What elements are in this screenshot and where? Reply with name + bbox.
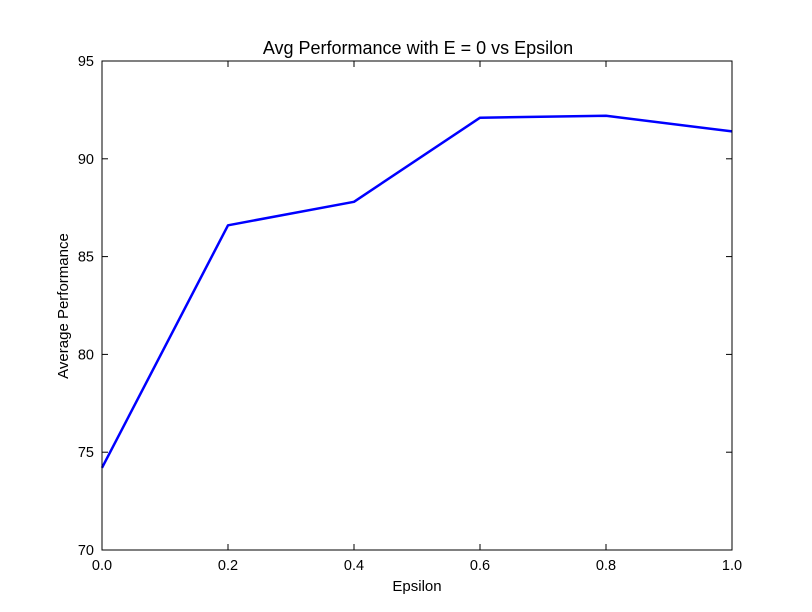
y-tick-label: 85 xyxy=(78,250,94,266)
x-tick-label: 0.8 xyxy=(596,558,616,574)
y-tick-label: 75 xyxy=(78,445,94,461)
series-line xyxy=(100,114,733,469)
y-tick-label: 80 xyxy=(78,347,94,363)
x-tick-label: 0.0 xyxy=(92,558,112,574)
x-tick-label: 1.0 xyxy=(722,558,742,574)
plot-frame xyxy=(101,60,733,551)
chart-title: Avg Performance with E = 0 vs Epsilon xyxy=(263,38,573,58)
y-tick-label: 90 xyxy=(78,152,94,168)
plot-area xyxy=(102,61,732,550)
y-axis-label: Average Performance xyxy=(55,233,72,379)
x-tick-label: 0.2 xyxy=(218,558,238,574)
y-axis-ticks: 70 75 80 85 90 95 xyxy=(78,54,732,559)
y-tick-label: 95 xyxy=(78,54,94,70)
plot-background xyxy=(102,61,732,550)
series-layer xyxy=(100,114,733,469)
x-tick-label: 0.6 xyxy=(470,558,490,574)
x-axis-label: Epsilon xyxy=(392,578,441,595)
x-tick-label: 0.4 xyxy=(344,558,364,574)
y-tick-label: 70 xyxy=(78,543,94,559)
